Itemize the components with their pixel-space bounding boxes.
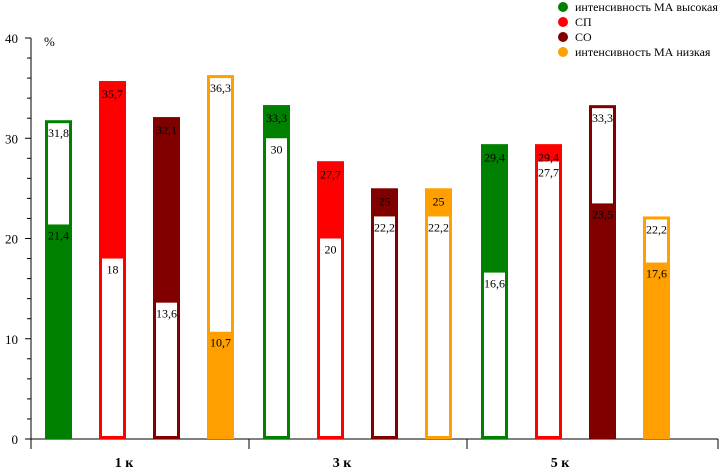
legend-marker — [558, 17, 568, 27]
bar-filled-segment — [317, 161, 344, 239]
legend-label: интенсивность МА высокая — [575, 0, 718, 14]
bar-filled-segment — [643, 262, 670, 439]
x-group-label: 3 к — [333, 456, 353, 471]
legend-marker — [558, 2, 568, 12]
bar-filled-segment — [207, 331, 234, 439]
bar-filled-segment — [535, 144, 562, 162]
x-group-label: 5 к — [551, 456, 571, 471]
bar-filled-segment — [99, 81, 126, 259]
bar-filled-label: 13,6 — [156, 307, 177, 321]
legend-marker — [558, 47, 568, 57]
bar-filled-label: 23,5 — [592, 207, 613, 221]
bar-filled-segment — [45, 224, 72, 439]
legend-label: СО — [575, 30, 592, 44]
bar-filled-segment — [481, 144, 508, 273]
bar-total-label: 33,3 — [266, 111, 287, 125]
bar-filled-label: 30 — [271, 142, 283, 156]
x-group-label: 1 к — [115, 456, 135, 471]
legend-label: СП — [575, 15, 592, 29]
bar-total-label: 33,3 — [592, 111, 613, 125]
bar-filled-label: 27,7 — [538, 165, 559, 179]
bar-total-label: 36,3 — [210, 81, 231, 95]
bar-filled-segment — [589, 203, 616, 439]
bar-total-outline — [425, 188, 452, 439]
bar-filled-label: 16,6 — [484, 277, 505, 291]
bar-total-label: 22,2 — [646, 222, 667, 236]
bar-total-outline — [263, 105, 290, 439]
bar-filled-segment — [425, 188, 452, 217]
legend-marker — [558, 32, 568, 42]
bar-total-label: 29,4 — [538, 150, 559, 164]
bar-filled-segment — [263, 105, 290, 139]
bar-filled-segment — [153, 117, 180, 303]
y-tick-label: 0 — [12, 432, 19, 447]
bar-total-label: 27,7 — [320, 167, 341, 181]
bar-filled-label: 18 — [107, 263, 119, 277]
bar-total-label: 31,8 — [48, 126, 69, 140]
bar-total-label: 32,1 — [156, 123, 177, 137]
y-tick-label: 20 — [5, 232, 18, 247]
bar-total-label: 25 — [433, 194, 445, 208]
y-tick-label: 30 — [5, 131, 18, 146]
bar-total-label: 25 — [379, 194, 391, 208]
bar-filled-label: 22,2 — [428, 220, 449, 234]
bar-filled-label: 17,6 — [646, 267, 667, 281]
bar-total-outline — [535, 144, 562, 439]
bar-filled-label: 22,2 — [374, 220, 395, 234]
legend-label: интенсивность МА низкая — [575, 45, 711, 59]
bar-filled-label: 10,7 — [210, 336, 231, 350]
bar-filled-label: 21,4 — [48, 228, 69, 242]
bar-filled-label: 20 — [325, 243, 337, 257]
y-axis-label: % — [44, 34, 55, 49]
y-tick-label: 10 — [5, 332, 18, 347]
bar-total-label: 35,7 — [102, 87, 123, 101]
bar-total-label: 29,4 — [484, 150, 505, 164]
y-tick-label: 40 — [5, 31, 18, 46]
bar-filled-segment — [371, 188, 398, 217]
